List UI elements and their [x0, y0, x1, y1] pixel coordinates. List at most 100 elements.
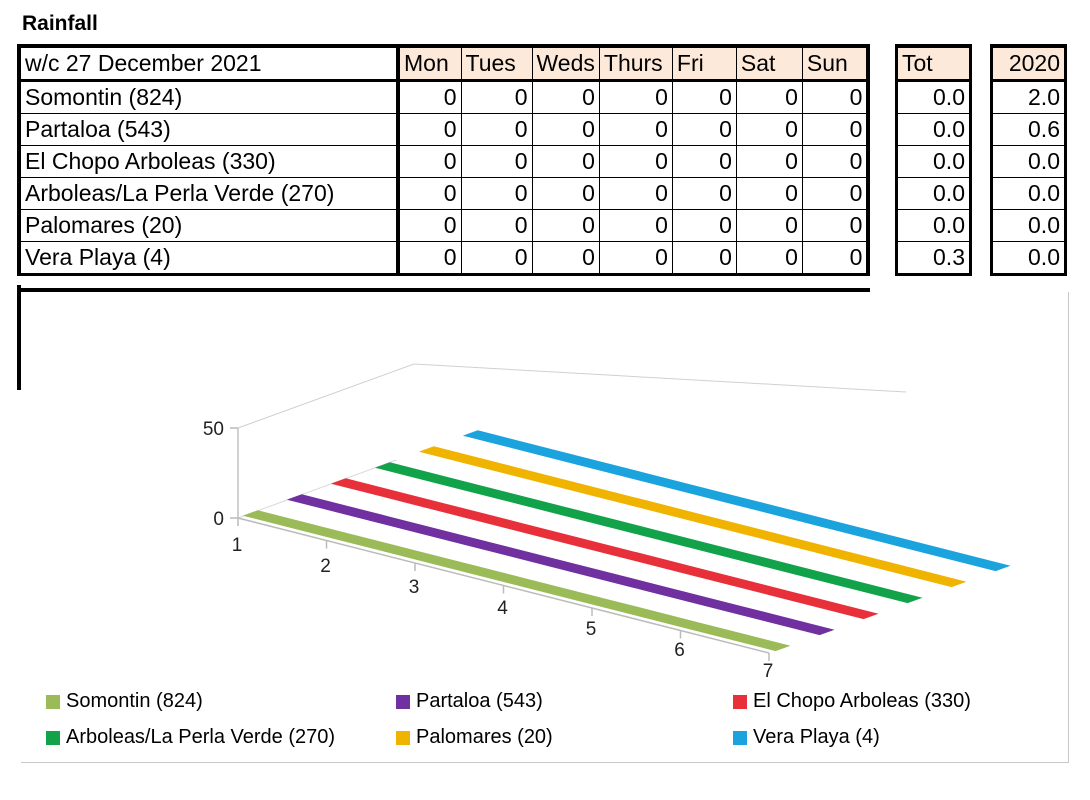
- day-value: 0: [397, 113, 462, 146]
- page-title: Rainfall: [22, 12, 98, 35]
- day-value: 0: [460, 177, 533, 210]
- day-value: 0: [735, 145, 803, 178]
- day-value: 0: [671, 177, 737, 210]
- day-value: 0: [397, 80, 462, 114]
- prev-year-value: 0.0: [990, 177, 1067, 210]
- day-value: 0: [397, 145, 462, 178]
- x-tick-label: 6: [674, 640, 685, 661]
- day-header-weds: Weds: [531, 44, 600, 82]
- day-value: 0: [671, 80, 737, 114]
- day-value: 0: [531, 177, 600, 210]
- day-value: 0: [598, 241, 673, 276]
- legend-swatch: [733, 694, 747, 709]
- day-value: 0: [801, 209, 871, 242]
- series-band-6: [462, 430, 1011, 572]
- day-value: 0: [598, 177, 673, 210]
- station-name: Palomares (20): [17, 209, 400, 242]
- tot-value: 0.0: [895, 80, 972, 114]
- prev-year-value: 0.0: [990, 145, 1067, 178]
- table-row: Vera Playa (4) 0 0 0 0 0 0 0: [17, 241, 871, 276]
- day-value: 0: [671, 209, 737, 242]
- prev-year-row: 2.0: [990, 80, 1067, 114]
- table-row: El Chopo Arboleas (330) 0 0 0 0 0 0 0: [17, 145, 871, 178]
- x-tick-label: 2: [320, 556, 331, 577]
- prev-year-header: 2020: [990, 44, 1067, 82]
- prev-year-value: 2.0: [990, 80, 1067, 114]
- tot-header: Tot: [895, 44, 972, 82]
- day-header-tues: Tues: [460, 44, 533, 82]
- day-value: 0: [735, 177, 803, 210]
- table-border-bottom: [17, 288, 870, 292]
- tot-value: 0.0: [895, 113, 972, 146]
- day-value: 0: [801, 113, 871, 146]
- prev-year-row: 0.0: [990, 241, 1067, 276]
- series-band-3: [330, 478, 879, 620]
- table-row: Palomares (20) 0 0 0 0 0 0 0: [17, 209, 871, 242]
- day-value: 0: [598, 113, 673, 146]
- day-header-mon: Mon: [397, 44, 462, 82]
- station-name: Somontin (824): [17, 80, 400, 114]
- day-header-sun: Sun: [801, 44, 871, 82]
- legend-item: Vera Playa (4): [733, 726, 880, 749]
- tot-row: 0.0: [895, 80, 972, 114]
- legend-swatch: [396, 730, 410, 745]
- rainfall-chart: 0 50 1 2 3 4 5 6 7 Somontin (824) Partaloa (543) E…: [21, 292, 1069, 763]
- back-wall-top-left: [237, 363, 415, 429]
- prev-year-row: 0.0: [990, 177, 1067, 210]
- day-value: 0: [671, 241, 737, 276]
- day-value: 0: [531, 241, 600, 276]
- legend-item: Somontin (824): [46, 690, 203, 713]
- station-name: Partaloa (543): [17, 113, 400, 146]
- day-header-thurs: Thurs: [598, 44, 673, 82]
- table-row: Arboleas/La Perla Verde (270) 0 0 0 0 0 0 0: [17, 177, 871, 210]
- chart-svg: 0 50 1 2 3 4 5 6 7: [203, 363, 1011, 682]
- day-value: 0: [531, 209, 600, 242]
- day-value: 0: [735, 209, 803, 242]
- tot-row: 0.0: [895, 145, 972, 178]
- tot-value: 0.0: [895, 177, 972, 210]
- legend-item: Palomares (20): [396, 726, 553, 749]
- tot-row: 0.3: [895, 241, 972, 276]
- total-column: Tot 0.0 0.0 0.0 0.0 0.0 0.3: [895, 44, 972, 276]
- day-value: 0: [801, 241, 871, 276]
- prev-year-row: 0.6: [990, 113, 1067, 146]
- day-value: 0: [531, 113, 600, 146]
- week-label: w/c 27 December 2021: [17, 44, 400, 82]
- prev-year-column: 2020 2.0 0.6 0.0 0.0 0.0 0.0: [990, 44, 1067, 276]
- legend-item: Arboleas/La Perla Verde (270): [46, 726, 335, 749]
- table-header-row: w/c 27 December 2021 Mon Tues Weds Thurs…: [17, 44, 871, 82]
- day-value: 0: [598, 80, 673, 114]
- table-row: Somontin (824) 0 0 0 0 0 0 0: [17, 80, 871, 114]
- tot-value: 0.3: [895, 241, 972, 276]
- tot-row: 0.0: [895, 209, 972, 242]
- day-value: 0: [460, 145, 533, 178]
- day-value: 0: [397, 209, 462, 242]
- day-value: 0: [801, 145, 871, 178]
- tot-row: 0.0: [895, 113, 972, 146]
- legend-label: Partaloa (543): [416, 690, 543, 712]
- x-tick-label: 5: [586, 619, 597, 640]
- rainfall-table: w/c 27 December 2021 Mon Tues Weds Thurs…: [17, 44, 871, 276]
- prev-year-value: 0.0: [990, 241, 1067, 276]
- y-tick-label: 0: [213, 509, 224, 530]
- prev-year-row: 0.0: [990, 145, 1067, 178]
- day-value: 0: [460, 80, 533, 114]
- legend-label: Vera Playa (4): [753, 726, 880, 748]
- day-value: 0: [801, 80, 871, 114]
- day-value: 0: [671, 113, 737, 146]
- day-value: 0: [397, 241, 462, 276]
- prev-year-row: 0.0: [990, 209, 1067, 242]
- legend-swatch: [46, 730, 60, 745]
- x-tick-label: 7: [763, 661, 774, 682]
- legend-swatch: [46, 694, 60, 709]
- day-header-sat: Sat: [735, 44, 803, 82]
- table-border-left: [17, 285, 21, 390]
- x-tick-label: 4: [497, 598, 508, 619]
- day-value: 0: [460, 209, 533, 242]
- day-value: 0: [598, 209, 673, 242]
- legend-label: Palomares (20): [416, 726, 553, 748]
- series-band-1: [242, 510, 791, 652]
- series-band-4: [374, 462, 923, 604]
- legend-label: Somontin (824): [66, 690, 203, 712]
- series-band-5: [418, 446, 967, 588]
